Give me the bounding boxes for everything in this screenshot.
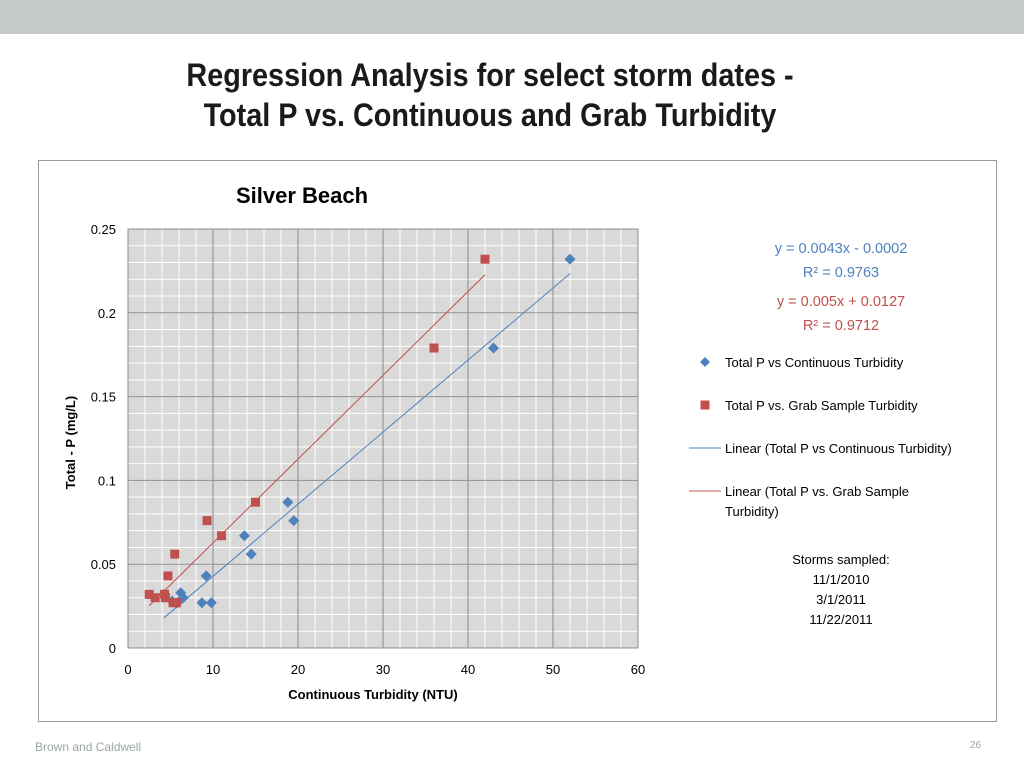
storms-annotation-line: Storms sampled:	[792, 552, 890, 567]
trendline-r-squared: R² = 0.9763	[803, 265, 879, 281]
x-tick-label: 40	[461, 662, 475, 677]
series-2-point	[480, 254, 490, 264]
trendline-1	[163, 273, 571, 619]
legend-marker-square	[700, 400, 710, 410]
slide-top-bar	[0, 0, 1024, 34]
y-tick-label: 0.05	[91, 557, 116, 572]
x-tick-label: 10	[206, 662, 220, 677]
x-tick-label: 0	[124, 662, 131, 677]
legend-marker-diamond	[700, 357, 710, 367]
series-1-point	[200, 570, 212, 582]
series-2-point	[171, 598, 181, 608]
slide-title-line-1: Regression Analysis for select storm dat…	[186, 57, 794, 93]
trendline-equation: y = 0.0043x - 0.0002	[775, 241, 908, 257]
storms-annotation-line: 3/1/2011	[816, 592, 866, 607]
series-2-point	[144, 589, 154, 599]
legend-label: Linear (Total P vs. Grab Sample	[725, 484, 909, 499]
x-tick-label: 60	[631, 662, 645, 677]
x-axis-label: Continuous Turbidity (NTU)	[288, 687, 457, 702]
trendline-r-squared: R² = 0.9712	[803, 318, 879, 334]
series-1-point	[238, 530, 250, 542]
y-tick-label: 0.2	[98, 306, 116, 321]
series-2-point	[251, 497, 260, 507]
series-2-point	[429, 343, 439, 353]
storms-annotation-line: 11/22/2011	[809, 612, 872, 627]
plot-area-border	[127, 228, 639, 649]
series-1-point	[205, 597, 217, 609]
y-tick-label: 0.1	[98, 473, 116, 488]
x-tick-label: 30	[376, 662, 390, 677]
series-2-point	[163, 571, 173, 581]
scatter-chart: 0 10 20 30 40 50 60 0 0.05 0.1 0.15 0.2 0.25 Silver B…	[63, 183, 952, 702]
series-2-point	[150, 593, 160, 603]
chart-title: Silver Beach	[236, 183, 368, 208]
trendline-2	[148, 274, 486, 607]
y-tick-label: 0.15	[91, 390, 116, 405]
chart-frame: 0 10 20 30 40 50 60 0 0.05 0.1 0.15 0.2 0.25 Silver B…	[38, 160, 997, 722]
series-1-point	[245, 548, 257, 560]
series-1-point	[175, 587, 187, 599]
page-number: 26	[970, 740, 982, 751]
legend-label: Total P vs. Grab Sample Turbidity	[725, 398, 918, 413]
series-1-point	[488, 342, 499, 354]
trendline-equation: y = 0.005x + 0.0127	[777, 294, 905, 310]
legend-label: Linear (Total P vs Continuous Turbidity)	[725, 441, 952, 456]
y-tick-label: 0	[109, 641, 116, 656]
legend-label: Turbidity)	[725, 504, 779, 519]
series-1-point	[564, 253, 576, 265]
y-axis-label: Total - P (mg/L)	[63, 396, 78, 489]
series-2-point	[202, 516, 212, 526]
series-2-point	[170, 549, 180, 559]
slide-title-line-2: Total P vs. Continuous and Grab Turbidit…	[203, 97, 777, 133]
footer-company: Brown and Caldwell	[35, 740, 142, 754]
y-tick-label: 0.25	[91, 222, 116, 237]
series-1-point	[282, 496, 294, 508]
series-2-point	[160, 593, 170, 603]
x-tick-label: 50	[546, 662, 560, 677]
x-tick-label: 20	[291, 662, 305, 677]
storms-annotation-line: 11/1/2010	[813, 572, 870, 587]
series-1-point	[196, 597, 208, 609]
legend-label: Total P vs Continuous Turbidity	[725, 355, 904, 370]
slide-title: Regression Analysis for select storm dat…	[49, 55, 931, 135]
series-1-point	[288, 515, 300, 527]
series-2-point	[217, 531, 226, 541]
